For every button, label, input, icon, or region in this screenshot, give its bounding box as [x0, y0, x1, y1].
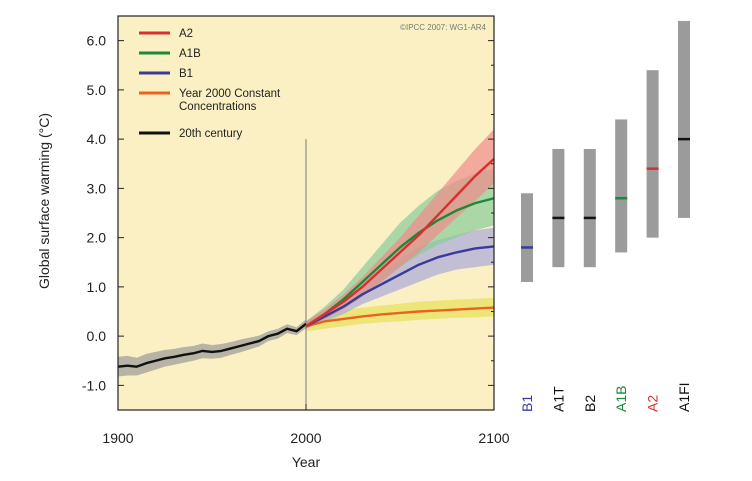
y-tick-label: 0.0	[87, 328, 107, 344]
range-bar-a1b	[615, 119, 628, 253]
band-series-4	[118, 319, 306, 377]
band-series-2	[306, 227, 494, 329]
legend-label: B1	[179, 68, 193, 80]
range-bar-b2	[583, 148, 596, 268]
range-label-a2: A2	[645, 395, 661, 412]
x-tick-label: 1900	[102, 430, 133, 446]
line-series-4	[117, 322, 307, 368]
range-bar-a2	[646, 70, 659, 238]
legend-label: A1B	[179, 48, 201, 60]
scenario-range-bars: B1 A1T B2 A1B A2 A1FI	[519, 20, 692, 412]
range-label-a1fi: A1FI	[676, 382, 692, 412]
line-series-0	[305, 157, 495, 328]
legend-label: Year 2000 Constant	[179, 88, 281, 100]
y-tick-label: 5.0	[87, 82, 107, 98]
x-axis-label: Year	[292, 454, 321, 470]
band-series-0	[306, 129, 494, 329]
credit-text: ©IPCC 2007: WG1-AR4	[400, 23, 486, 32]
series-lines	[117, 157, 495, 368]
line-series-3	[305, 306, 495, 328]
y-tick-label: 6.0	[87, 33, 107, 49]
legend-label: A2	[179, 28, 193, 40]
range-bar-a1fi	[678, 20, 690, 218]
y-tick-label: 3.0	[87, 180, 107, 196]
range-bar-b1	[521, 193, 533, 282]
range-label-a1b: A1B	[613, 386, 629, 412]
range-label-b2: B2	[582, 395, 598, 412]
y-tick-label: 4.0	[87, 131, 107, 147]
range-label-b1: B1	[519, 395, 535, 412]
legend-label: 20th century	[179, 128, 243, 140]
range-bar-a1t	[552, 148, 565, 268]
range-label-a1t: A1T	[550, 386, 566, 412]
line-series-2	[305, 245, 495, 328]
y-tick-label: -1.0	[82, 377, 106, 393]
y-tick-label: 2.0	[87, 230, 107, 246]
legend-label: Concentrations	[179, 101, 257, 113]
x-tick-label: 2100	[478, 430, 509, 446]
axes: -1.0 0.0 1.0 2.0 3.0 4.0 5.0 6.0 1900 2000 2100	[82, 15, 510, 446]
band-series-3	[306, 297, 494, 332]
y-tick-label: 1.0	[87, 279, 107, 295]
line-series-1	[305, 197, 495, 328]
x-tick-label: 2000	[290, 430, 321, 446]
y-axis-label: Global surface warming (°C)	[36, 113, 52, 289]
